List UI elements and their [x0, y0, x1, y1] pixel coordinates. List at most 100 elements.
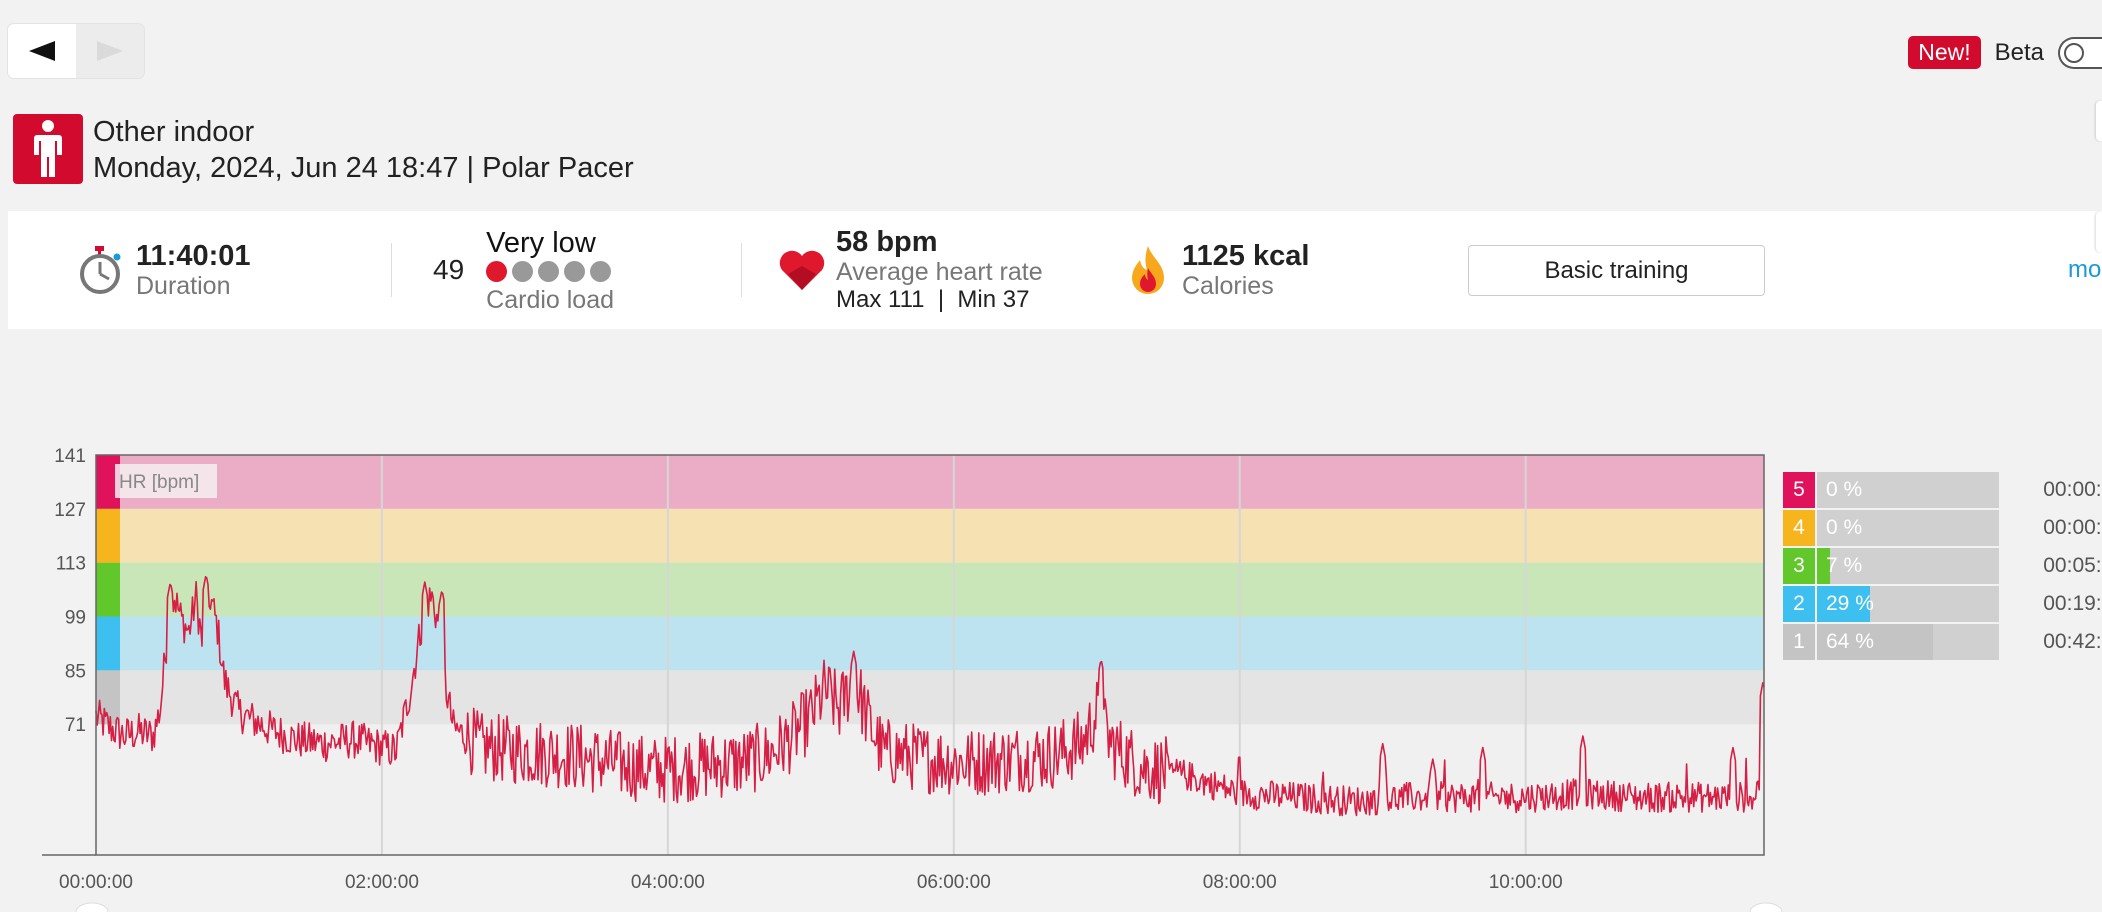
legend-box [115, 464, 217, 498]
zone-time: 00:42:51 [2043, 630, 2102, 653]
zone-number: 3 [1783, 548, 1815, 584]
y-tick-label: 113 [56, 554, 86, 575]
zone-row-1: 1 64 % 00:42:51 [1783, 624, 2102, 660]
zone-percent: 29 % [1826, 592, 1874, 615]
y-tick-label: 71 [65, 715, 86, 736]
range-handle-start [75, 902, 109, 912]
zone-strip [96, 455, 120, 725]
hr-max: Max 111 [836, 286, 925, 313]
new-badge: New! [1908, 36, 1981, 69]
zone-percent-bar: 7 % [1817, 548, 1999, 584]
heart-icon [779, 250, 825, 290]
duration-value: 11:40:01 [136, 240, 251, 272]
sport-icon [13, 114, 83, 184]
more-link[interactable]: mo [2068, 256, 2102, 283]
load-dot [538, 260, 560, 282]
load-dot [486, 260, 508, 282]
previous-button[interactable] [8, 24, 76, 78]
load-dot [564, 260, 586, 282]
cardio-load-metric[interactable]: 49 Very low Cardio load [433, 211, 614, 329]
next-button[interactable] [76, 24, 144, 78]
zone-band-2 [96, 616, 1764, 671]
load-dot [512, 260, 534, 282]
avg-hr-label: Average heart rate [836, 258, 1043, 286]
zone-time: 00:05:01 [2043, 554, 2102, 577]
arrow-right-icon [97, 41, 123, 61]
zone-percent-bar: 0 % [1817, 472, 1999, 508]
x-tick-label: 04:00:00 [631, 872, 705, 893]
hr-series-line [95, 576, 1765, 817]
zone-row-5: 5 0 % 00:00:00 [1783, 472, 2102, 508]
zone-percent: 0 % [1826, 478, 1863, 501]
zone-percent: 7 % [1826, 554, 1863, 577]
arrow-left-icon [29, 41, 55, 61]
cardio-load-label: Cardio load [486, 285, 615, 314]
x-tick-label: 10:00:00 [1489, 872, 1563, 893]
zone-band-4 [96, 508, 1764, 563]
zone-number: 1 [1783, 624, 1815, 660]
hr-min: Min 37 [957, 286, 1030, 313]
cardio-load-level: Very low [486, 226, 596, 259]
range-handles [42, 854, 1783, 912]
zone-percent: 0 % [1826, 516, 1863, 539]
cardio-load-dots [486, 260, 614, 282]
load-dot [590, 260, 612, 282]
beta-label: Beta [1994, 38, 2044, 66]
summary-divider [391, 243, 392, 297]
hr-separator: | [937, 286, 945, 313]
hr-max-min: Max 111 | Min 37 [836, 286, 1043, 314]
y-tick-label: 85 [65, 661, 86, 682]
zone-band-1 [96, 670, 1764, 725]
duration-metric: 11:40:01 Duration [78, 211, 251, 329]
y-tick-label: 127 [54, 500, 86, 521]
zone-strip-2 [96, 616, 120, 671]
y-tick-label: 99 [65, 608, 86, 629]
flame-icon [1132, 246, 1164, 294]
side-panel-tab[interactable] [2096, 212, 2102, 252]
plot-frame [95, 454, 1765, 856]
range-handle-end [1749, 902, 1783, 912]
training-type-button[interactable]: Basic training [1468, 245, 1765, 296]
heart-rate-metric: 58 bpm Average heart rate Max 111 | Min … [778, 211, 1043, 329]
hr-line [95, 576, 1765, 817]
calories-label: Calories [1182, 272, 1274, 300]
zone-time: 00:00:00 [2043, 478, 2102, 501]
x-tick-label: 06:00:00 [917, 872, 991, 893]
y-tick-label: 141 [54, 446, 86, 467]
toggle-knob [2064, 42, 2084, 63]
zone-percent-fill [1817, 624, 1934, 660]
zone-percent-bar: 29 % [1817, 586, 1999, 622]
zone-percent-bar: 64 % [1817, 624, 1999, 660]
sport-name: Other indoor [93, 116, 255, 148]
session-datetime: Monday, 2024, Jun 24 18:47 [93, 152, 459, 184]
zone-row-2: 2 29 % 00:19:26 [1783, 586, 2102, 622]
duration-label: Duration [136, 272, 231, 300]
summary-bar: 11:40:01 Duration 49 Very low Cardio loa… [8, 211, 2102, 329]
chart-legend: HR [bpm] [115, 464, 217, 498]
x-axis-labels: 00:00:00 02:00:00 04:00:00 06:00:00 08:00:00… [59, 872, 1563, 893]
zone-percent-fill [1817, 548, 1830, 584]
history-nav [8, 24, 144, 78]
zone-number: 2 [1783, 586, 1815, 622]
device-name: Polar Pacer [482, 152, 634, 184]
chart-gridlines [380, 455, 1527, 855]
summary-divider [741, 243, 742, 297]
zone-bands [96, 455, 1764, 855]
zone-percent: 64 % [1826, 630, 1874, 653]
zone-row-4: 4 0 % 00:00:00 [1783, 510, 2102, 546]
subtitle-separator: | [466, 152, 475, 184]
stopwatch-icon [80, 246, 121, 294]
x-tick-label: 00:00:00 [59, 872, 133, 893]
calories-metric: 1125 kcal Calories [1128, 211, 1309, 329]
x-tick-label: 08:00:00 [1203, 872, 1277, 893]
zone-strip-4 [96, 508, 120, 563]
zone-band-3 [96, 562, 1764, 617]
session-subtitle: Monday, 2024, Jun 24 18:47 | Polar Pacer [93, 150, 634, 186]
beta-switch-group: New! Beta [1908, 36, 2102, 69]
side-panel-tab[interactable] [2096, 101, 2102, 141]
hr-chart: 141 127 113 99 85 71 00:00:00 02:00:00 04:00:00… [42, 446, 1783, 912]
series-label: HR [bpm] [119, 472, 199, 493]
zone-row-3: 3 7 % 00:05:01 [1783, 548, 2102, 584]
beta-toggle[interactable] [2058, 36, 2102, 69]
zone-time: 00:00:00 [2043, 516, 2102, 539]
